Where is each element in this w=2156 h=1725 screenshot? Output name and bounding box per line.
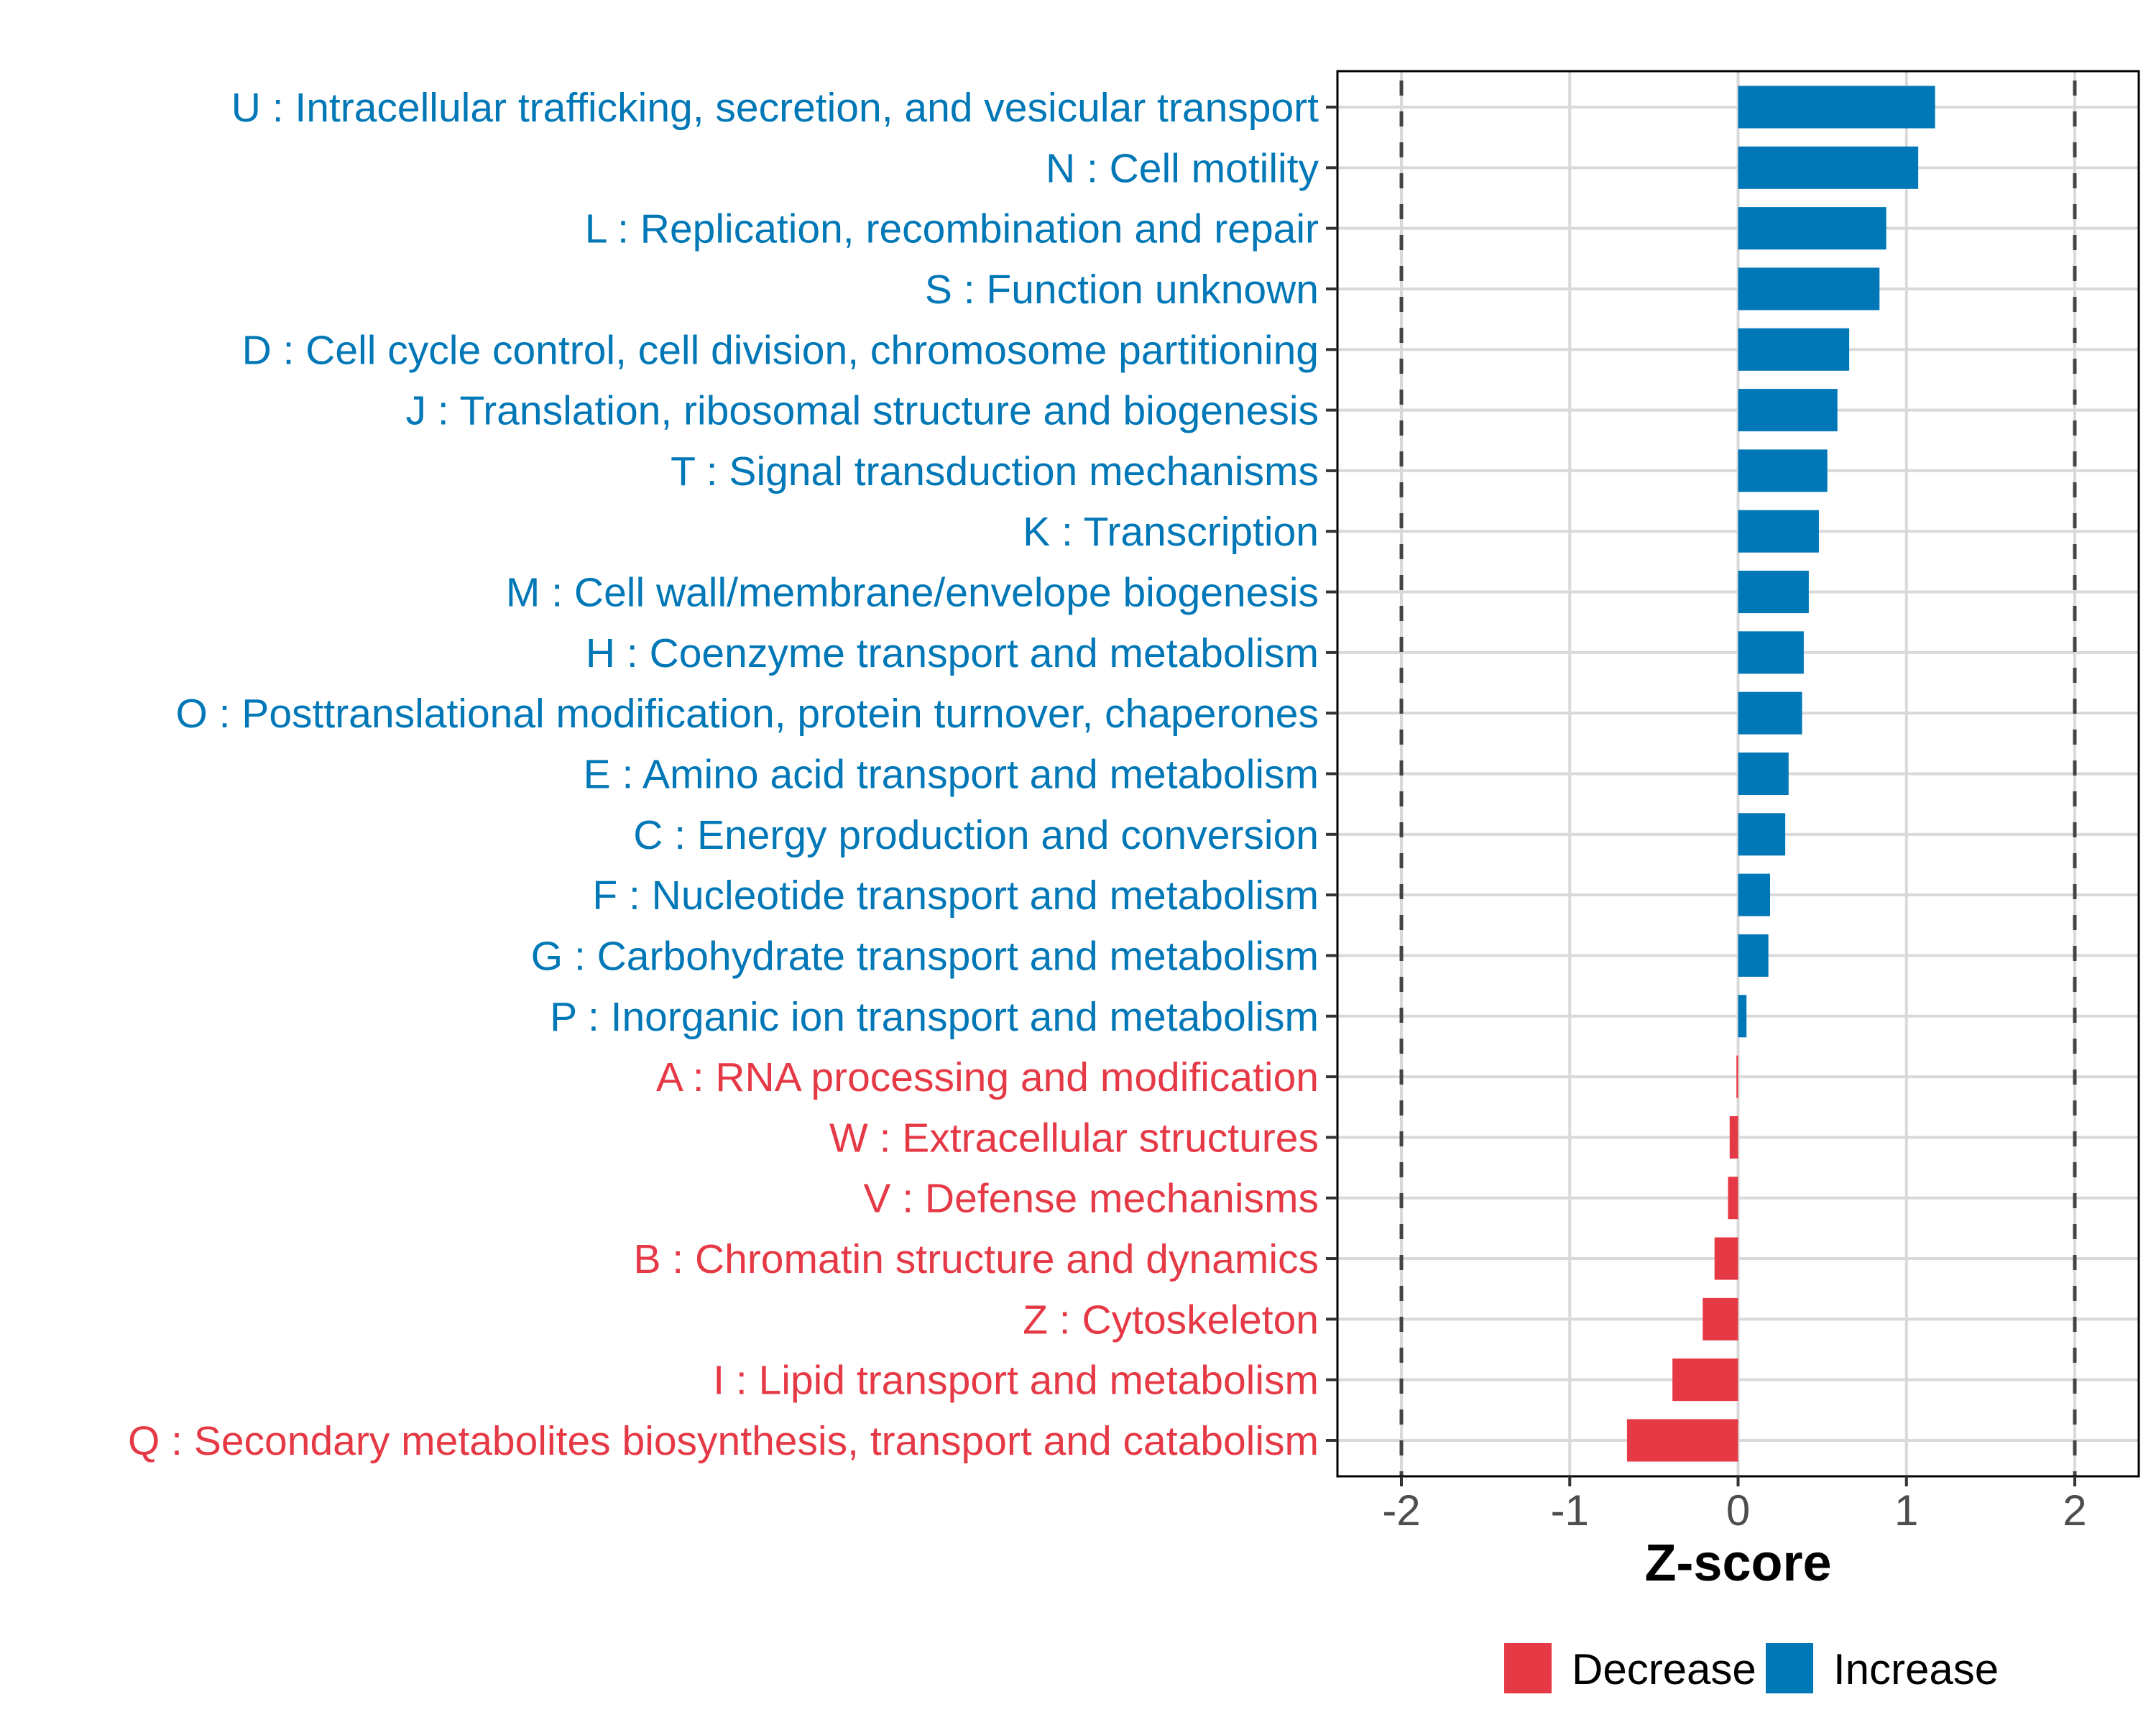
category-label: Z : Cytoskeleton [1023,1297,1319,1343]
x-tick-label: 2 [2063,1486,2086,1535]
bar [1738,873,1771,916]
category-label: B : Chromatin structure and dynamics [633,1236,1319,1282]
bar [1738,207,1886,250]
bar [1672,1358,1738,1402]
x-tick-label: -1 [1551,1486,1589,1535]
bar [1738,449,1828,492]
category-label: Q : Secondary metabolites biosynthesis, … [128,1418,1319,1464]
category-label: C : Energy production and conversion [633,812,1319,858]
category-label: U : Intracellular trafficking, secretion… [231,85,1319,131]
bar [1714,1237,1738,1280]
x-tick-label: -2 [1382,1486,1420,1535]
bar [1738,328,1850,371]
x-axis: -2 -1 0 1 2 [1382,1476,2087,1535]
legend: Decrease Increase [1504,1643,1999,1693]
y-axis: U : Intracellular trafficking, secretion… [128,85,1337,1464]
category-label: V : Defense mechanisms [863,1176,1319,1222]
category-label: P : Inorganic ion transport and metaboli… [550,994,1319,1040]
bar [1626,1419,1738,1462]
bar [1738,389,1838,432]
legend-key-decrease [1504,1643,1552,1693]
category-label: F : Nucleotide transport and metabolism [592,873,1319,919]
category-label: I : Lipid transport and metabolism [713,1358,1319,1404]
legend-key-increase [1766,1643,1813,1693]
bar [1738,995,1747,1038]
category-label: N : Cell motility [1046,145,1319,191]
category-label: J : Translation, ribosomal structure and… [406,388,1319,434]
legend-label-increase: Increase [1833,1645,1999,1693]
category-label: H : Coenzyme transport and metabolism [586,630,1319,676]
category-label: T : Signal transduction mechanisms [671,448,1319,494]
bar [1736,1055,1738,1098]
category-label: E : Amino acid transport and metabolism [584,752,1319,798]
category-label: D : Cell cycle control, cell division, c… [242,327,1319,373]
reference-lines [1399,71,2077,1476]
bar [1729,1116,1738,1159]
bar [1728,1177,1738,1220]
category-label: W : Extracellular structures [829,1115,1319,1161]
bar [1738,631,1804,674]
bar [1703,1297,1738,1340]
bar [1738,571,1809,614]
bar [1738,691,1802,735]
x-axis-title: Z-score [1644,1535,1831,1592]
category-label: A : RNA processing and modification [656,1054,1319,1100]
legend-label-decrease: Decrease [1572,1645,1756,1693]
category-label: K : Transcription [1023,509,1319,555]
bar [1738,86,1935,129]
category-label: S : Function unknown [925,267,1319,313]
bar [1738,267,1880,310]
category-label: L : Replication, recombination and repai… [585,206,1319,252]
bar [1738,934,1769,977]
x-tick-label: 1 [1894,1486,1918,1535]
category-label: G : Carbohydrate transport and metabolis… [531,933,1319,979]
bar [1738,146,1919,189]
x-tick-label: 0 [1726,1486,1750,1535]
bar [1738,510,1819,553]
bar [1738,813,1786,856]
bar [1738,752,1789,796]
bars [1626,86,1935,1462]
category-label: O : Posttranslational modification, prot… [175,691,1319,737]
category-label: M : Cell wall/membrane/envelope biogenes… [506,570,1319,616]
